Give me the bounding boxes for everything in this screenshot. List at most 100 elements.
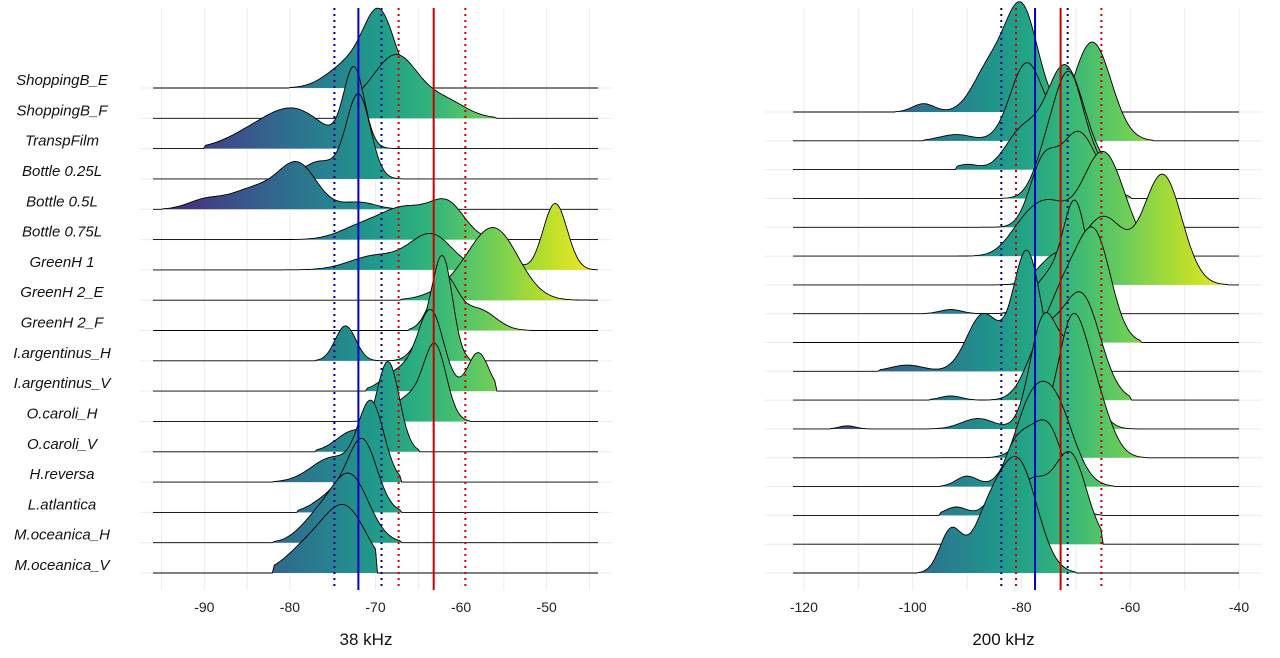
x-tick-label: -100 bbox=[899, 599, 927, 615]
ridge-outline bbox=[153, 360, 598, 453]
x-tick-label: -80 bbox=[1011, 599, 1031, 615]
x-tick-label: -80 bbox=[280, 599, 300, 615]
ridge-outline bbox=[153, 54, 598, 119]
x-tick-label: -60 bbox=[451, 599, 471, 615]
ridge-outline bbox=[793, 311, 1239, 430]
ridge-11 bbox=[793, 291, 1239, 401]
category-label: O.caroli_V bbox=[27, 436, 99, 453]
panel-200khz: -120 -100 -80 -60 -40 200 kHz bbox=[765, 1, 1262, 649]
ridge-fill bbox=[793, 174, 1239, 285]
category-label: GreenH 2_E bbox=[20, 284, 104, 301]
category-label: Bottle 0.75L bbox=[22, 224, 102, 241]
ridge-fill bbox=[793, 250, 1239, 372]
ridge-outline bbox=[793, 1, 1239, 113]
ridge-outline bbox=[153, 161, 598, 210]
x-tick-label: -50 bbox=[537, 599, 557, 615]
x-axis-title: 38 kHz bbox=[340, 630, 393, 649]
ridge-3 bbox=[793, 64, 1239, 171]
x-tick-label: -40 bbox=[1229, 599, 1249, 615]
ridge-fill bbox=[153, 504, 598, 573]
category-label: Bottle 0.25L bbox=[22, 163, 102, 180]
ridge-greenh-2-e bbox=[153, 227, 598, 301]
category-label: TranspFilm bbox=[25, 133, 99, 150]
category-label: Bottle 0.5L bbox=[26, 193, 98, 210]
reference-lines bbox=[1000, 8, 1103, 590]
category-label: ShoppingB_E bbox=[16, 72, 109, 89]
ridge-outline bbox=[153, 308, 598, 392]
category-label: ShoppingB_F bbox=[17, 102, 109, 119]
ridge-shoppingb-f bbox=[153, 54, 598, 119]
ridge-outline bbox=[793, 249, 1239, 372]
ridge-fill bbox=[153, 8, 598, 89]
ridge-12 bbox=[793, 311, 1239, 430]
ridge-outline bbox=[793, 291, 1239, 401]
ridge-outline bbox=[153, 93, 598, 180]
ridge-fill bbox=[793, 42, 1239, 141]
category-label: M.oceanica_H bbox=[14, 527, 110, 544]
ridge-fill bbox=[153, 227, 598, 301]
x-tick-label: -120 bbox=[790, 599, 818, 615]
ridge-outline bbox=[793, 41, 1239, 142]
x-axis-title: 200 kHz bbox=[972, 630, 1034, 649]
ridge-fill bbox=[153, 198, 598, 240]
ridge-bottle-0-25l bbox=[153, 93, 598, 180]
ridge-bottle-0-75l bbox=[153, 198, 598, 241]
category-label: O.caroli_H bbox=[27, 405, 98, 422]
ridge-l-atlantica bbox=[153, 437, 598, 513]
category-label: L.atlantica bbox=[28, 496, 96, 513]
ridge-outline bbox=[153, 437, 598, 513]
ridge-17 bbox=[793, 455, 1239, 574]
ridge-bottle-0-5l bbox=[153, 161, 598, 210]
ridge-outline bbox=[793, 419, 1239, 516]
ridge-10 bbox=[793, 249, 1239, 372]
ridge-outline bbox=[153, 198, 598, 241]
ridge-outline bbox=[153, 254, 598, 362]
ridge-transpfilm bbox=[153, 65, 598, 150]
ridge-outline bbox=[793, 64, 1239, 171]
ridges bbox=[153, 7, 599, 574]
panel-38khz: ShoppingB_E ShoppingB_F TranspFilm Bottle 0… bbox=[13, 7, 612, 649]
ridge-outline bbox=[153, 472, 598, 544]
category-label: GreenH 1 bbox=[29, 254, 94, 271]
ridge-2 bbox=[793, 41, 1239, 142]
category-label: I.argentinus_H bbox=[13, 345, 111, 362]
x-tick-label: -70 bbox=[365, 599, 385, 615]
ridge-greenh-1 bbox=[153, 202, 599, 271]
ridge-fill bbox=[793, 456, 1239, 573]
x-tick-label: -90 bbox=[194, 599, 214, 615]
ridge-fill bbox=[153, 438, 598, 513]
ridge-m-oceanica-v bbox=[153, 503, 598, 574]
ridge-outline bbox=[153, 503, 598, 574]
ridge-outline bbox=[793, 455, 1239, 574]
ridge-fill bbox=[153, 400, 598, 483]
category-label: I.argentinus_V bbox=[14, 375, 113, 392]
ridge-fill bbox=[153, 161, 598, 210]
ridge-i-argentinus-v bbox=[153, 308, 598, 392]
category-label: GreenH 2_F bbox=[21, 315, 104, 332]
ridge-outline bbox=[153, 399, 598, 483]
reference-lines bbox=[333, 8, 467, 590]
ridge-fill bbox=[793, 381, 1239, 487]
ridge-fill bbox=[153, 473, 598, 543]
ridge-fill bbox=[153, 275, 598, 331]
ridge-fill bbox=[153, 203, 598, 270]
ridge-m-oceanica-h bbox=[153, 472, 598, 544]
category-label: M.oceanica_V bbox=[14, 557, 111, 574]
ridge-outline bbox=[153, 227, 598, 301]
ridge-outline bbox=[153, 202, 599, 271]
ridge-outline bbox=[153, 274, 598, 331]
category-label: H.reversa bbox=[29, 466, 94, 483]
ridge-h-reversa bbox=[153, 399, 598, 483]
ridge-shoppingb-e bbox=[153, 7, 598, 89]
ridge-fill bbox=[793, 64, 1239, 170]
ridge-outline bbox=[153, 65, 598, 150]
ridge-i-argentinus-h bbox=[153, 254, 598, 362]
ridge-fill bbox=[153, 309, 598, 392]
x-tick-label: -60 bbox=[1120, 599, 1140, 615]
ridge-fill bbox=[153, 54, 598, 119]
ridge-greenh-2-f bbox=[153, 274, 598, 331]
ridge-fill bbox=[153, 93, 598, 179]
ridge-outline bbox=[153, 7, 598, 89]
ridge-fill bbox=[153, 66, 598, 149]
